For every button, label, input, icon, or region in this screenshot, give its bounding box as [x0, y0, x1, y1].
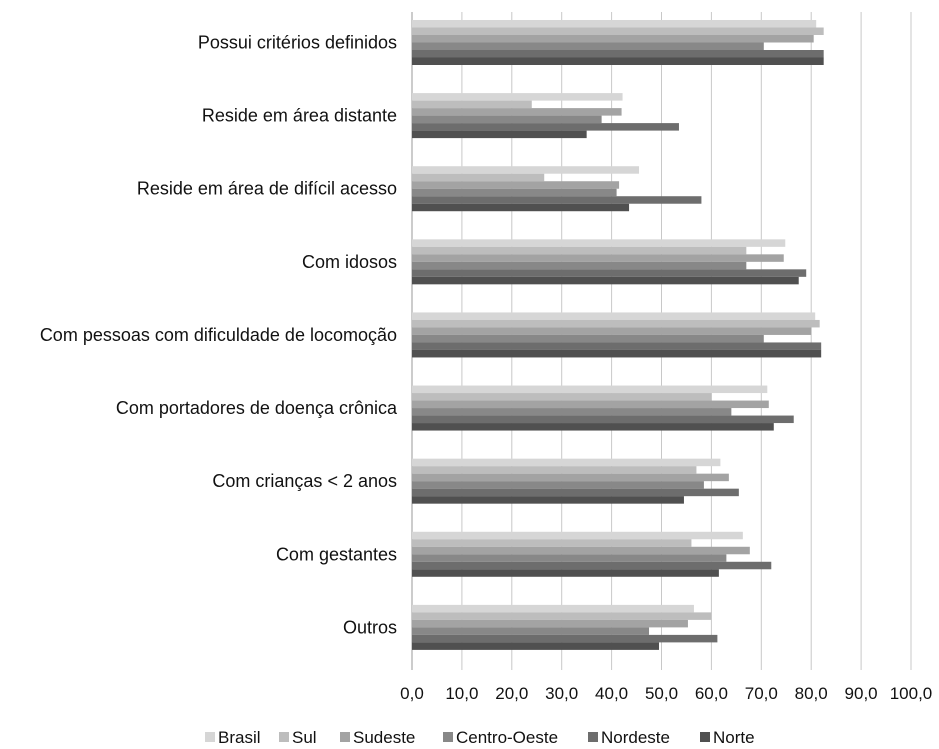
bar	[412, 166, 640, 174]
bar	[412, 188, 617, 197]
legend: Brasil Sul Sudeste Centro-Oeste Nordeste Nort…	[205, 728, 755, 747]
bar	[412, 642, 660, 650]
bar	[412, 385, 768, 394]
bar	[412, 115, 602, 124]
legend-swatch	[205, 732, 215, 742]
x-tick-label: 90,0	[845, 684, 878, 703]
x-tick-label: 40,0	[595, 684, 628, 703]
bar	[412, 423, 774, 431]
bar	[412, 42, 764, 50]
x-axis-ticks: 0,0 10,0 20,0 30,0 40,0 50,0 60,0 70,0 80,0 90,0 1…	[400, 684, 932, 703]
bars	[412, 20, 824, 650]
bar	[412, 108, 622, 116]
bar	[412, 239, 786, 247]
bar	[412, 415, 794, 424]
bar	[412, 254, 784, 262]
bar	[412, 57, 824, 65]
legend-label: Sudeste	[353, 728, 415, 747]
bar	[412, 123, 679, 131]
bar	[412, 466, 697, 474]
bar	[412, 27, 824, 35]
bar	[412, 173, 545, 182]
x-tick-label: 20,0	[495, 684, 528, 703]
bar	[412, 634, 718, 643]
bar	[412, 100, 532, 109]
bar	[412, 50, 824, 58]
bar	[412, 246, 747, 255]
bar	[412, 554, 727, 562]
legend-label: Brasil	[218, 728, 261, 747]
bar	[412, 561, 772, 570]
category-label: Com idosos	[302, 252, 397, 272]
bar	[412, 408, 732, 416]
category-labels: Possui critérios definidos Reside em área…	[40, 33, 398, 638]
bar	[412, 327, 812, 335]
x-tick-label: 60,0	[695, 684, 728, 703]
bar	[412, 276, 799, 285]
legend-label: Norte	[713, 728, 755, 747]
bar	[412, 261, 747, 270]
bar	[412, 473, 729, 482]
bar	[412, 349, 822, 358]
category-label: Com portadores de doença crônica	[116, 398, 398, 418]
bar	[412, 342, 822, 350]
x-tick-label: 70,0	[745, 684, 778, 703]
bar	[412, 627, 650, 635]
legend-label: Centro-Oeste	[456, 728, 558, 747]
bar	[412, 130, 587, 139]
bar	[412, 93, 623, 101]
x-tick-label: 0,0	[400, 684, 424, 703]
bar	[412, 319, 820, 328]
bar	[412, 612, 712, 620]
x-tick-label: 30,0	[545, 684, 578, 703]
category-label: Possui critérios definidos	[198, 33, 397, 53]
bar	[412, 604, 694, 613]
bar	[412, 569, 719, 577]
bar	[412, 334, 764, 343]
legend-label: Nordeste	[601, 728, 670, 747]
legend-swatch	[279, 732, 289, 742]
bar	[412, 539, 692, 547]
x-tick-label: 50,0	[645, 684, 678, 703]
bar	[412, 35, 814, 43]
category-label: Com crianças < 2 anos	[212, 471, 397, 491]
category-label: Outros	[343, 617, 397, 637]
bar	[412, 619, 688, 628]
x-tick-label: 100,0	[890, 684, 933, 703]
x-tick-label: 80,0	[795, 684, 828, 703]
legend-label: Sul	[292, 728, 317, 747]
bar	[412, 496, 684, 504]
bar	[412, 481, 704, 489]
bar	[412, 393, 712, 401]
bar	[412, 196, 702, 204]
category-label: Com gestantes	[276, 544, 397, 564]
bar	[412, 546, 750, 555]
category-label: Reside em área de difícil acesso	[137, 179, 397, 199]
legend-swatch	[588, 732, 598, 742]
bar	[412, 531, 743, 540]
legend-swatch	[340, 732, 350, 742]
bar	[412, 269, 807, 277]
x-tick-label: 10,0	[445, 684, 478, 703]
legend-swatch	[443, 732, 453, 742]
bar	[412, 488, 739, 497]
bar	[412, 458, 721, 467]
category-label: Com pessoas com dificuldade de locomoção	[40, 325, 397, 345]
bar	[412, 181, 620, 189]
category-label: Reside em área distante	[202, 106, 397, 126]
legend-swatch	[700, 732, 710, 742]
bar	[412, 312, 816, 320]
bar	[412, 400, 769, 409]
bar	[412, 203, 630, 212]
bar	[412, 20, 817, 28]
